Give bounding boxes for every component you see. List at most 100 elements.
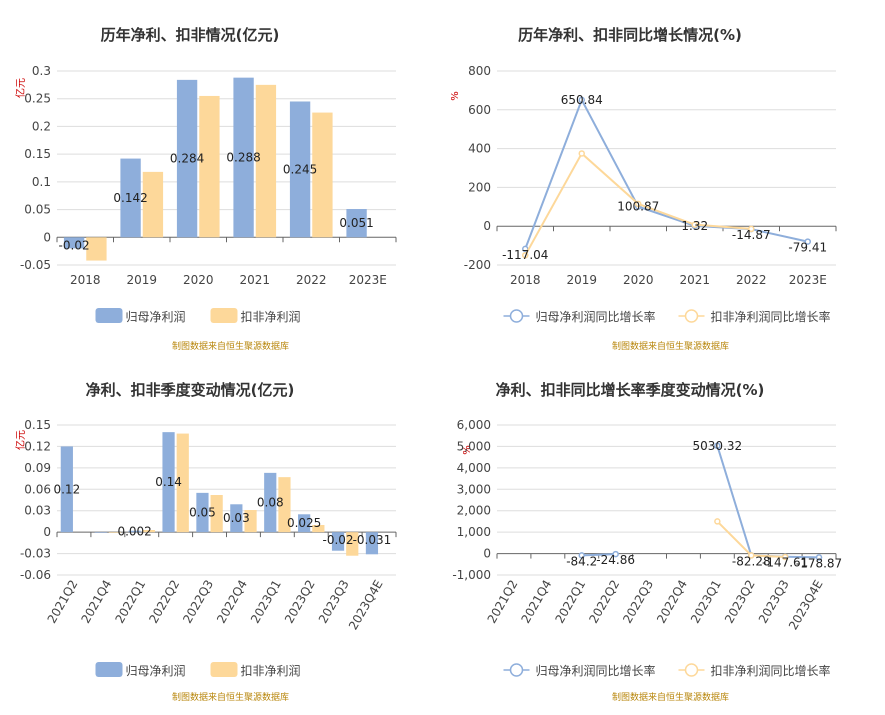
annual-profit-bar-1 — [233, 77, 254, 238]
quarterly-profit-title: 净利、扣非季度变动情况(亿元) — [86, 381, 295, 399]
annual-profit-ytick-label: 0.25 — [24, 92, 51, 106]
quarterly-growth-series-point-1 — [714, 442, 721, 450]
quarterly-profit-unit-label: 亿元 — [14, 430, 27, 450]
quarterly-profit-bar-2 — [312, 525, 325, 533]
annual-growth-legend-marker-1 — [509, 309, 524, 323]
annual-profit-xtick-label: 2018 — [70, 273, 101, 287]
annual-growth-series-point-2 — [691, 221, 698, 228]
quarterly-growth-series-point-2 — [714, 518, 721, 525]
annual-growth-series-point-2 — [748, 225, 755, 233]
quarterly-profit-ytick-label: 0.09 — [24, 461, 51, 475]
quarterly-profit-bar-1 — [365, 532, 379, 555]
quarterly-growth-xtick-label: 2023Q4E — [786, 578, 826, 633]
quarterly-growth-legend-label-2: 扣非净利润同比增长率 — [711, 663, 831, 678]
annual-growth-data-label: -79.41 — [788, 241, 827, 255]
quarterly-profit-xtick-label: 2022Q2 — [146, 578, 182, 626]
quarterly-growth-ytick-label: 2,000 — [457, 504, 491, 518]
annual-profit-bar-2 — [312, 112, 333, 238]
quarterly-profit-bar-1 — [94, 532, 107, 533]
annual-profit-ytick-label: 0.3 — [32, 64, 51, 78]
quarterly-profit-data-label: 0.03 — [223, 511, 250, 525]
annual-growth-xtick-label: 2020 — [623, 273, 654, 287]
quarterly-profit-ytick-label: 0.06 — [24, 482, 51, 496]
quarterly-growth-xtick-label: 2021Q2 — [485, 578, 521, 626]
quarterly-profit-xtick-label: 2023Q1 — [248, 578, 284, 626]
quarterly-growth-ytick-label: 1,000 — [457, 525, 491, 539]
annual-profit-title: 历年净利、扣非情况(亿元) — [101, 26, 280, 44]
quarterly-growth-ytick-label: 3,000 — [457, 482, 491, 496]
quarterly-growth-ytick-label: 6,000 — [457, 418, 491, 432]
quarterly-profit-data-label: 0.002 — [117, 524, 151, 538]
quarterly-profit-data-label: 0.08 — [257, 496, 284, 510]
quarterly-growth-data-label: -24.86 — [596, 553, 635, 567]
annual-profit-bar-2 — [199, 95, 220, 238]
annual-growth-series-point-1 — [578, 96, 585, 104]
annual-profit-bar-2 — [142, 171, 164, 238]
annual-profit-data-label: 0.284 — [170, 152, 204, 166]
annual-profit-xtick-label: 2021 — [239, 273, 270, 287]
quarterly-growth-data-label: -147.61 — [762, 556, 808, 570]
annual-profit-data-label: 0.288 — [226, 150, 260, 164]
quarterly-growth-xtick-label: 2023Q3 — [756, 578, 792, 626]
quarterly-growth-xtick-label: 2023Q2 — [722, 578, 758, 626]
quarterly-growth-series-point-1 — [578, 552, 585, 559]
annual-profit-ytick-label: 0.2 — [32, 119, 51, 133]
annual-profit-bar-1 — [63, 237, 85, 249]
annual-profit-xtick-label: 2022 — [296, 273, 327, 287]
quarterly-growth-xtick-label: 2023Q1 — [688, 578, 724, 626]
annual-profit-data-label: 0.051 — [339, 216, 373, 230]
annual-profit-ytick-label: 0 — [43, 230, 51, 244]
quarterly-profit-xtick-label: 2021Q2 — [45, 578, 81, 626]
annual-growth-legend-label-1: 归母净利润同比增长率 — [536, 309, 656, 324]
annual-growth-ytick-label: 400 — [468, 142, 491, 156]
quarterly-profit-bar-1 — [298, 514, 311, 533]
quarterly-profit-bar-1 — [196, 492, 209, 533]
quarterly-profit-legend-swatch-2 — [210, 662, 238, 677]
annual-growth-series-point-1 — [804, 238, 811, 245]
annual-profit-bar-1 — [176, 79, 198, 238]
annual-growth-unit-label: % — [450, 91, 461, 101]
annual-growth-source-note: 制图数据来自恒生聚源数据库 — [612, 340, 729, 352]
quarterly-profit-bar-2 — [346, 532, 359, 556]
quarterly-profit-bar-2 — [176, 433, 189, 533]
quarterly-profit-bar-2 — [210, 495, 223, 533]
annual-growth-xtick-label: 2023E — [789, 273, 827, 287]
quarterly-growth-legend-marker-2 — [684, 663, 699, 677]
quarterly-profit-legend-label-2: 扣非净利润 — [241, 664, 301, 678]
annual-growth-series-point-2 — [522, 252, 529, 259]
quarterly-profit-ytick-label: 0.03 — [24, 504, 51, 518]
annual-growth-xtick-label: 2021 — [679, 273, 710, 287]
annual-growth-data-label: -14.87 — [732, 228, 771, 242]
annual-growth-xtick-label: 2019 — [566, 273, 597, 287]
quarterly-profit-ytick-label: -0.03 — [20, 547, 51, 561]
annual-profit-bar-1 — [346, 209, 367, 238]
annual-growth-ytick-label: 200 — [468, 180, 491, 194]
quarterly-growth-series-point-1 — [815, 554, 823, 561]
quarterly-growth-source-note: 制图数据来自恒生聚源数据库 — [612, 691, 729, 703]
quarterly-growth-data-label: -82.28 — [732, 554, 771, 568]
quarterly-profit-ytick-label: 0 — [43, 525, 51, 539]
quarterly-growth-title: 净利、扣非同比增长率季度变动情况(%) — [496, 381, 765, 399]
quarterly-growth-series-line-1 — [581, 445, 820, 559]
quarterly-profit-data-label: 0.12 — [53, 482, 80, 496]
annual-profit-legend-swatch-2 — [210, 308, 238, 323]
annual-profit-data-label: -0.02 — [59, 238, 90, 252]
annual-growth-data-label: 1.32 — [681, 219, 708, 233]
annual-growth-title: 历年净利、扣非同比增长情况(%) — [518, 26, 742, 44]
annual-profit-ytick-label: 0.15 — [24, 147, 51, 161]
quarterly-growth-data-label: -84.2 — [566, 554, 597, 568]
annual-profit-bar-2 — [255, 84, 277, 238]
quarterly-profit-bar-1 — [60, 446, 73, 533]
annual-profit-bar-1 — [289, 101, 311, 238]
quarterly-profit-bar-2 — [142, 530, 155, 533]
quarterly-growth-data-label: -178.87 — [796, 556, 842, 570]
annual-profit-legend-label-2: 扣非净利润 — [241, 310, 301, 324]
annual-profit-bar-2 — [86, 237, 107, 261]
quarterly-profit-bar-1 — [230, 504, 243, 533]
quarterly-profit-data-label: 0.05 — [189, 506, 216, 520]
quarterly-growth-series-point-1 — [612, 550, 619, 558]
annual-growth-ytick-label: -200 — [464, 258, 491, 272]
quarterly-profit-xtick-label: 2022Q4 — [214, 578, 250, 626]
annual-growth-data-label: 650.84 — [561, 93, 603, 107]
annual-growth-ytick-label: 600 — [468, 103, 491, 117]
